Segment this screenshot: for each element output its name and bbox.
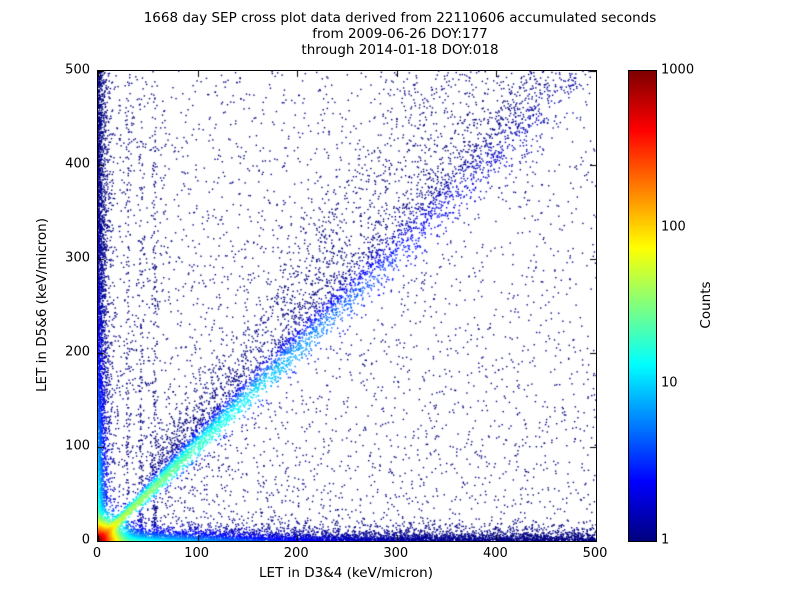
colorbar-tick-label: 100 (661, 219, 686, 235)
colorbar-tick-label: 10 (661, 375, 678, 391)
colorbar-canvas (629, 71, 656, 541)
colorbar-label: Counts (698, 281, 714, 329)
y-tick-label: 500 (65, 62, 90, 78)
y-axis-label: LET in D5&6 (keV/micron) (34, 218, 50, 392)
y-tick-label: 300 (65, 250, 90, 266)
y-tick-label: 400 (65, 156, 90, 172)
x-tick-label: 400 (482, 546, 508, 561)
chart-title-line1: 1668 day SEP cross plot data derived fro… (143, 10, 657, 26)
plot-canvas (98, 71, 596, 541)
chart-title-line3: through 2014-01-18 DOY:018 (301, 42, 499, 58)
chart-title-line2: from 2009-06-26 DOY:177 (312, 26, 488, 42)
plot-area (97, 70, 597, 542)
x-axis-label: LET in D3&4 (keV/micron) (259, 565, 433, 581)
y-tick-label: 100 (65, 438, 90, 454)
x-tick-label: 0 (92, 546, 102, 561)
x-tick-label: 500 (582, 546, 608, 561)
x-tick-label: 200 (283, 546, 309, 561)
y-tick-label: 200 (65, 344, 90, 360)
x-tick-label: 300 (383, 546, 409, 561)
y-tick-label: 0 (81, 532, 90, 548)
colorbar-tick-label: 1000 (661, 62, 695, 78)
colorbar (628, 70, 657, 542)
x-tick-label: 100 (184, 546, 210, 561)
colorbar-tick-label: 1 (661, 532, 670, 548)
